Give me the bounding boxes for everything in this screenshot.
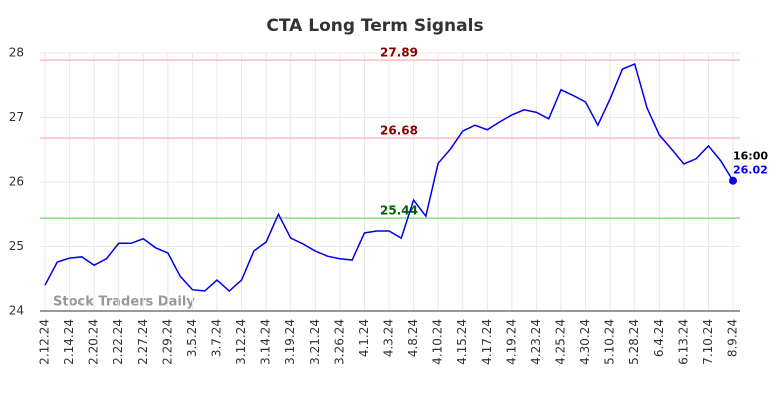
watermark: Stock Traders Daily	[53, 295, 195, 310]
x-tick-label: 2.12.24	[38, 319, 52, 365]
x-tick-label: 2.14.24	[62, 319, 76, 365]
x-tick-label: 4.30.24	[578, 319, 592, 365]
x-tick-label: 4.19.24	[504, 319, 518, 365]
y-tick-label: 28	[9, 46, 24, 60]
x-tick-label: 8.9.24	[726, 319, 740, 357]
x-tick-label: 4.25.24	[554, 319, 568, 365]
x-tick-label: 4.3.24	[382, 319, 396, 357]
signal-label: 27.89	[380, 46, 418, 60]
x-tick-label: 4.8.24	[406, 319, 420, 357]
x-tick-label: 2.20.24	[87, 319, 101, 365]
x-tick-label: 3.7.24	[210, 319, 224, 357]
x-tick-label: 2.29.24	[160, 319, 174, 365]
x-tick-label: 4.10.24	[431, 319, 445, 365]
x-tick-label: 6.13.24	[676, 319, 690, 365]
x-tick-label: 3.5.24	[185, 319, 199, 357]
y-tick-label: 27	[9, 110, 24, 124]
x-tick-label: 3.21.24	[308, 319, 322, 365]
x-tick-label: 5.10.24	[603, 319, 617, 365]
price-line	[44, 62, 734, 293]
y-tick-label: 25	[9, 239, 24, 253]
y-tick-label: 24	[9, 304, 24, 318]
x-tick-label: 7.10.24	[701, 319, 715, 365]
x-tick-label: 5.28.24	[627, 319, 641, 365]
x-tick-label: 2.27.24	[136, 319, 150, 365]
x-tick-label: 4.15.24	[455, 319, 469, 365]
last-time: 16:00	[733, 150, 768, 163]
chart-title: CTA Long Term Signals	[266, 16, 483, 36]
x-tick-label: 4.23.24	[529, 319, 543, 365]
last-point	[729, 176, 737, 185]
last-value: 26.02	[733, 164, 768, 177]
x-tick-label: 3.12.24	[234, 319, 248, 365]
x-tick-label: 6.4.24	[652, 319, 666, 357]
signal-label: 26.68	[380, 124, 418, 138]
x-tick-label: 4.17.24	[480, 319, 494, 365]
x-tick-label: 3.26.24	[332, 319, 346, 365]
x-tick-label: 2.22.24	[111, 319, 125, 365]
x-tick-label: 3.19.24	[283, 319, 297, 365]
y-tick-label: 26	[9, 175, 24, 189]
x-tick-label: 4.1.24	[357, 319, 371, 357]
x-tick-label: 3.14.24	[259, 319, 273, 365]
